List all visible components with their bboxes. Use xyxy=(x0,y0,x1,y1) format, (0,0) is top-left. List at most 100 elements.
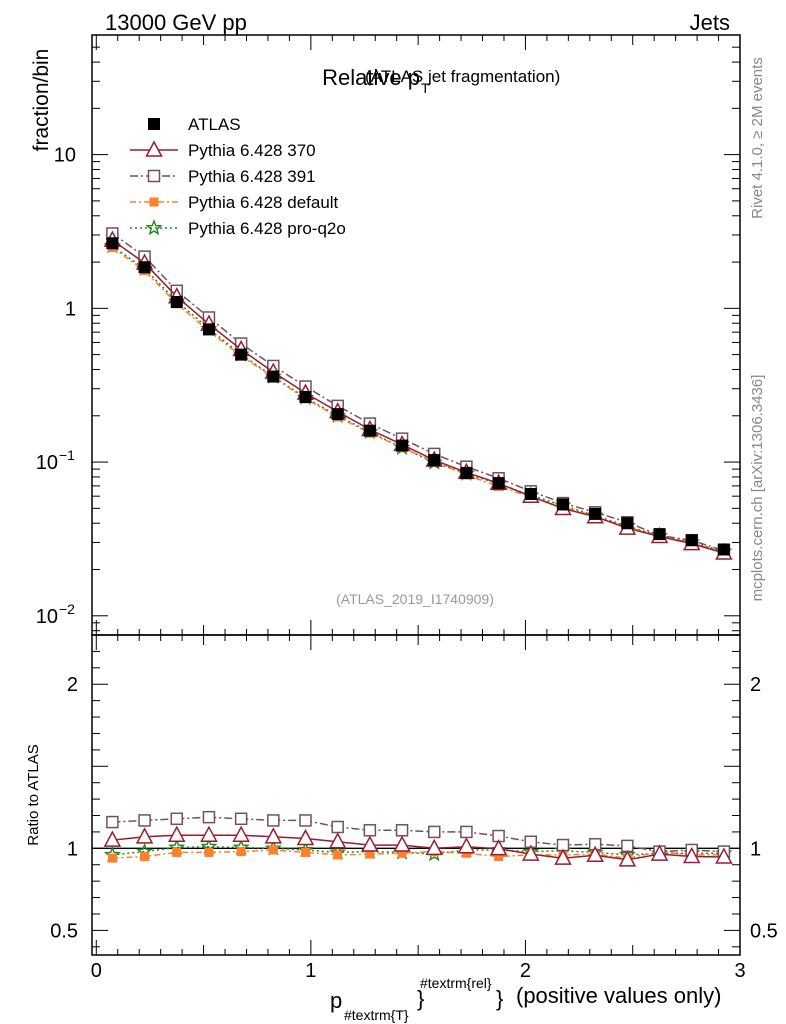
ratio-y-tick-label-right: 1 xyxy=(750,838,761,860)
main-point-atlas xyxy=(460,466,473,479)
main-point-atlas xyxy=(299,391,312,404)
main-point-atlas xyxy=(653,528,666,541)
ratio-point-pythia-6-428-370 xyxy=(715,847,733,864)
ratio-ylabel: Ratio to ATLAS xyxy=(25,744,42,845)
watermark: (ATLAS_2019_I1740909) xyxy=(336,591,494,607)
main-y-tick-label: 10 xyxy=(36,452,58,474)
title-sub: T xyxy=(421,80,430,96)
main-line-pythia-6-428-370 xyxy=(111,239,725,554)
main-y-tick-label: 10 xyxy=(54,145,76,167)
ratio-point-pythia-6-428-default xyxy=(300,847,310,857)
ratio-point-pythia-6-428-370 xyxy=(200,825,218,842)
main-point-atlas xyxy=(556,498,569,511)
ratio-point-pythia-6-428-370 xyxy=(425,838,443,856)
ratio-point-pythia-6-428-391 xyxy=(234,812,248,826)
ratio-point-pythia-6-428-391 xyxy=(460,825,473,839)
ratio-panel: 0 1 2 3 2 2 1 1 0.5 0.5 xyxy=(50,634,778,982)
ratio-point-pythia-6-428-370 xyxy=(135,827,154,844)
xlabel-sub: #textrm{T} xyxy=(344,1007,409,1023)
main-point-atlas xyxy=(428,454,441,467)
main-point-atlas xyxy=(106,237,119,250)
ratio-point-pythia-6-428-370 xyxy=(618,850,637,867)
legend-marker-atlas xyxy=(148,118,160,130)
ratio-point-pythia-6-428-391 xyxy=(267,814,280,827)
ratio-point-pythia-6-428-370 xyxy=(168,825,186,842)
side-rivet-label: Rivet 4.1.0, ≥ 2M events xyxy=(749,57,766,219)
legend-label-pythia-6-428-370: Pythia 6.428 370 xyxy=(188,141,316,160)
ratio-frame xyxy=(91,634,741,956)
ratio-y-tick-label: 1 xyxy=(67,838,78,860)
ratio-point-pythia-6-428-391 xyxy=(202,810,216,824)
x-tick-label: 1 xyxy=(305,960,316,982)
ratio-y-tick-label: 0.5 xyxy=(50,920,78,942)
ratio-y-tick-label: 2 xyxy=(67,674,78,696)
xlabel-p: p xyxy=(330,988,342,1013)
main-line-pythia-6-428-391 xyxy=(111,232,725,552)
main-ylabel: fraction/bin xyxy=(30,49,53,152)
main-line-pythia-6-428-default xyxy=(111,246,725,554)
legend-marker-pythia-6-428-pro-q2o xyxy=(145,219,163,236)
ratio-point-pythia-6-428-370 xyxy=(457,837,476,854)
main-y-tick-exp: −2 xyxy=(59,601,75,617)
ratio-point-pythia-6-428-370 xyxy=(296,828,315,846)
legend-marker-pythia-6-428-391 xyxy=(147,169,161,183)
x-tick-label: 3 xyxy=(734,960,745,982)
legend-label-pythia-6-428-391: Pythia 6.428 391 xyxy=(188,167,316,186)
xlabel-sup: #textrm{rel} xyxy=(420,975,492,991)
xlabel-rest: (positive values only) xyxy=(516,983,721,1008)
main-point-atlas xyxy=(170,295,183,308)
legend: ATLAS Pythia 6.428 370 Pythia 6.428 391 Pyt… xyxy=(130,115,346,238)
ratio-point-pythia-6-428-default xyxy=(204,847,214,857)
legend-marker-pythia-6-428-370 xyxy=(145,140,163,157)
ratio-point-pythia-6-428-default xyxy=(172,847,182,857)
ratio-point-pythia-6-428-370 xyxy=(554,848,572,865)
main-point-atlas xyxy=(685,534,698,547)
legend-label-pythia-6-428-pro-q2o: Pythia 6.428 pro-q2o xyxy=(188,219,346,238)
ratio-point-pythia-6-428-default xyxy=(397,848,407,858)
x-tick-label: 2 xyxy=(520,960,531,982)
main-line-pythia-6-428-pro-q2o xyxy=(111,245,725,553)
ratio-point-pythia-6-428-391 xyxy=(363,824,377,837)
main-y-tick-label: 1 xyxy=(65,298,76,320)
xlabel-brace: } xyxy=(417,986,424,1011)
ratio-point-pythia-6-428-default xyxy=(333,850,343,860)
x-tick-label: 0 xyxy=(91,960,102,982)
ratio-point-pythia-6-428-391 xyxy=(331,820,344,834)
ratio-point-pythia-6-428-370 xyxy=(489,839,508,856)
data-series xyxy=(103,227,733,867)
ratio-point-pythia-6-428-default xyxy=(236,847,246,857)
main-point-atlas xyxy=(492,477,505,490)
ratio-point-pythia-6-428-370 xyxy=(586,845,604,862)
ratio-point-pythia-6-428-370 xyxy=(264,827,283,844)
main-point-atlas xyxy=(717,543,730,556)
legend-marker-pythia-6-428-default xyxy=(149,197,159,207)
main-y-tick-exp: −1 xyxy=(59,447,75,463)
ratio-point-pythia-6-428-370 xyxy=(103,830,122,847)
ratio-point-pythia-6-428-391 xyxy=(395,824,409,837)
ratio-point-pythia-6-428-default xyxy=(268,845,278,855)
main-point-atlas xyxy=(331,408,344,421)
ratio-point-pythia-6-428-default xyxy=(107,853,117,863)
ratio-y-tick-label-right: 2 xyxy=(750,674,761,696)
ratio-point-pythia-6-428-default xyxy=(494,852,504,862)
main-point-atlas xyxy=(524,487,537,500)
ratio-point-pythia-6-428-370 xyxy=(232,825,250,842)
main-point-atlas xyxy=(363,424,376,437)
main-point-atlas xyxy=(396,439,409,452)
side-source-label: mcplots.cern.ch [arXiv:1306.3436] xyxy=(749,375,766,602)
main-point-atlas xyxy=(267,370,280,383)
ratio-point-pythia-6-428-391 xyxy=(299,814,312,827)
ratio-line-pythia-6-428-default xyxy=(112,849,724,859)
main-point-atlas xyxy=(202,323,215,336)
ratio-point-pythia-6-428-391 xyxy=(427,825,441,839)
xlabel-brace-2: } xyxy=(496,986,503,1011)
ratio-point-pythia-6-428-391 xyxy=(138,814,151,827)
ratio-point-pythia-6-428-391 xyxy=(106,815,119,829)
ratio-y-tick-label-right: 0.5 xyxy=(750,920,778,942)
title-suffix: (ATLAS jet fragmentation) xyxy=(365,67,560,86)
legend-label-atlas: ATLAS xyxy=(188,115,241,134)
ratio-point-pythia-6-428-370 xyxy=(361,835,379,852)
main-point-atlas xyxy=(589,507,602,520)
ratio-point-pythia-6-428-370 xyxy=(328,832,347,849)
ratio-point-pythia-6-428-default xyxy=(365,849,375,859)
